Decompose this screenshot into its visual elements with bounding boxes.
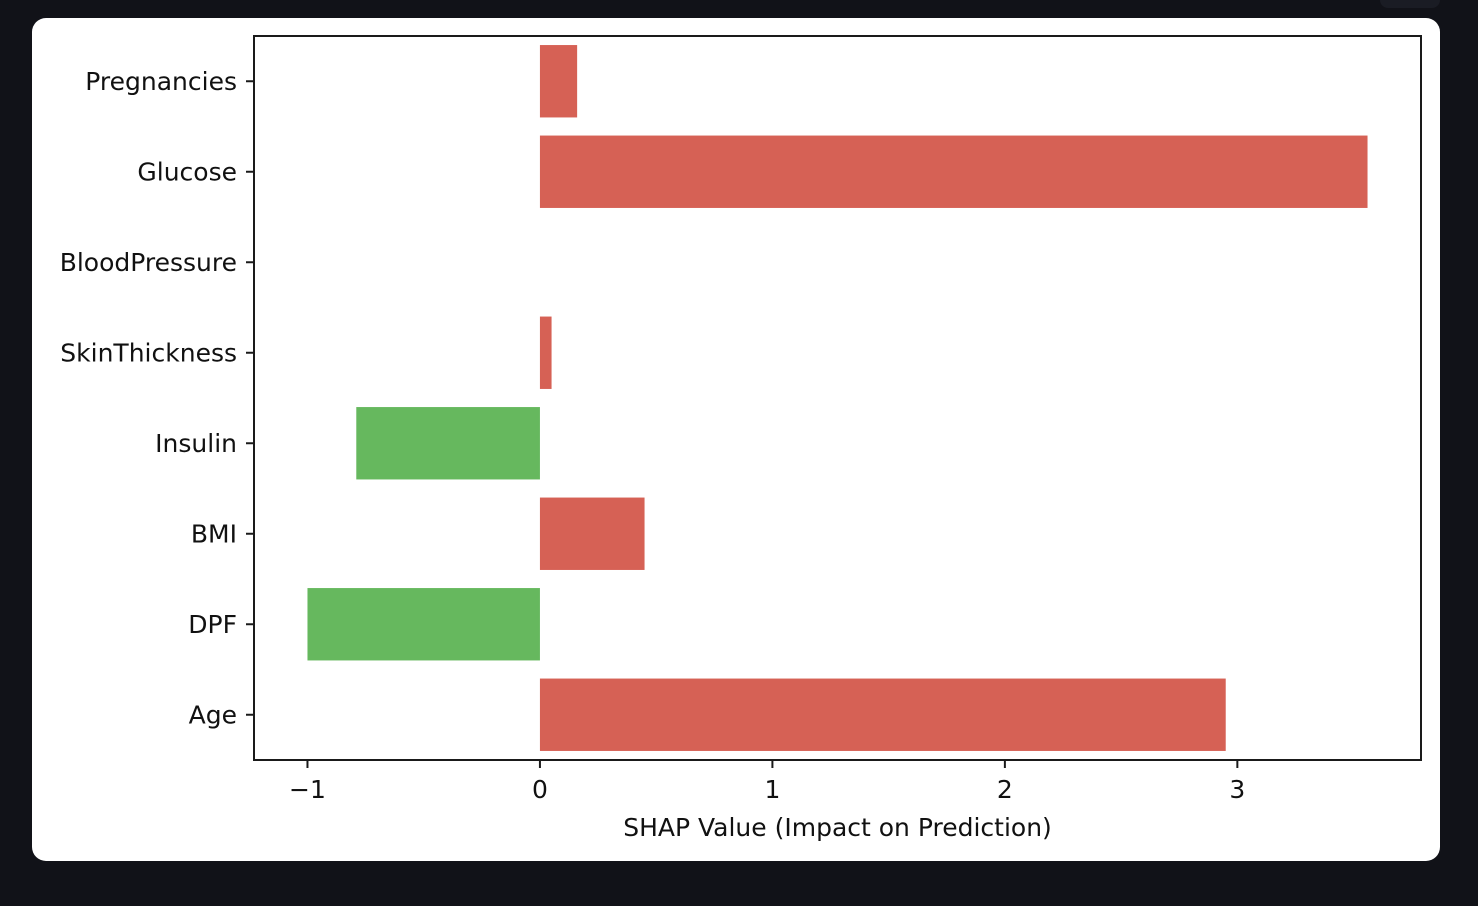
plot-frame (253, 35, 1422, 761)
y-tick-label-age: Age (189, 700, 237, 729)
x-axis: −1 0 1 2 3 (289, 760, 1245, 804)
bar-pregnancies (539, 45, 578, 118)
y-tick-label-glucose: Glucose (137, 157, 237, 186)
x-tick-label: 3 (1229, 775, 1245, 804)
y-tick-label-pregnancies: Pregnancies (85, 67, 237, 96)
shap-bar-chart: Pregnancies Glucose BloodPressure SkinThick… (60, 35, 1422, 842)
bar-glucose (539, 135, 1368, 208)
x-tick-label: −1 (289, 775, 326, 804)
x-tick-label: 2 (997, 775, 1013, 804)
y-tick-label-dpf: DPF (188, 610, 237, 639)
y-tick-label-bloodpressure: BloodPressure (60, 248, 237, 277)
x-tick-label: 0 (532, 775, 548, 804)
y-tick-label-insulin: Insulin (155, 429, 237, 458)
bar-age (539, 678, 1226, 751)
chart-card: Pregnancies Glucose BloodPressure SkinThick… (32, 18, 1440, 861)
bars-group (307, 45, 1368, 751)
bar-skinthickness (539, 316, 552, 389)
y-tick-label-bmi: BMI (191, 519, 237, 548)
x-axis-label: SHAP Value (Impact on Prediction) (623, 813, 1052, 842)
y-axis: Pregnancies Glucose BloodPressure SkinThick… (60, 67, 254, 729)
bar-bmi (539, 497, 645, 570)
bar-dpf (307, 588, 540, 661)
window-corner-control (1380, 0, 1440, 8)
x-tick-label: 1 (764, 775, 780, 804)
bar-insulin (356, 407, 540, 480)
y-tick-label-skinthickness: SkinThickness (60, 338, 237, 367)
